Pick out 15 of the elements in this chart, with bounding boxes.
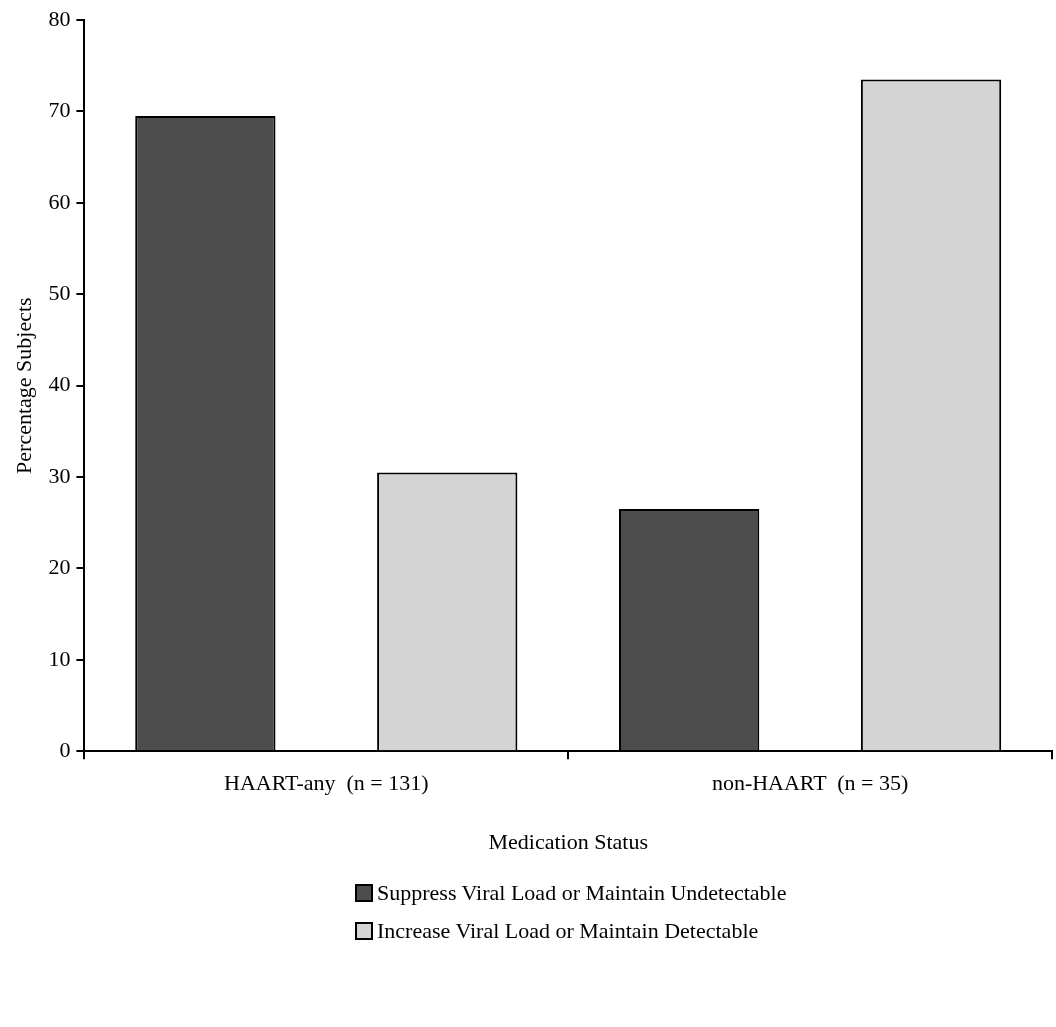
legend-label: Increase Viral Load or Maintain Detectable — [377, 918, 759, 944]
y-tick-label: 20 — [48, 554, 71, 580]
y-axis-title: Percentage Subjects — [10, 297, 36, 474]
y-tick-label: 70 — [48, 97, 71, 123]
y-tick-label: 50 — [48, 279, 71, 305]
x-tick-label: HAART-any (n = 131) — [224, 770, 429, 796]
x-axis-title: Medication Status — [488, 828, 648, 854]
y-tick-label: 0 — [59, 736, 71, 762]
y-tick-label: 80 — [48, 5, 71, 31]
x-tick-label: non-HAART (n = 35) — [711, 770, 909, 796]
legend-label: Suppress Viral Load or Maintain Undetectable — [377, 880, 787, 906]
y-tick-label: 10 — [48, 645, 71, 671]
y-tick-label: 60 — [48, 188, 71, 214]
y-tick-label: 40 — [48, 371, 71, 397]
y-tick-label: 30 — [48, 462, 71, 488]
